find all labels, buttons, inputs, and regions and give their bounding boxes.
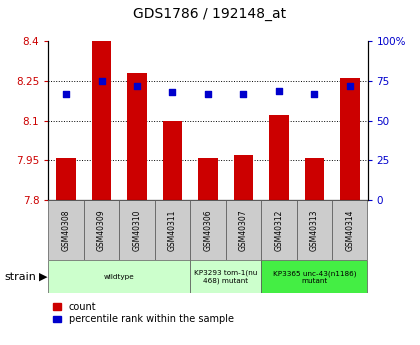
- Bar: [84, 200, 119, 260]
- Point: [240, 91, 247, 97]
- Text: KP3365 unc-43(n1186)
mutant: KP3365 unc-43(n1186) mutant: [273, 270, 356, 284]
- Text: GSM40308: GSM40308: [62, 209, 71, 251]
- Bar: [297, 200, 332, 260]
- Bar: [127, 73, 147, 200]
- Point: [205, 91, 211, 97]
- Bar: [226, 200, 261, 260]
- Text: wildtype: wildtype: [104, 274, 134, 280]
- Bar: [56, 158, 76, 200]
- Bar: [261, 260, 368, 293]
- Point: [134, 83, 140, 89]
- Bar: [48, 200, 84, 260]
- Point: [311, 91, 318, 97]
- Text: GSM40313: GSM40313: [310, 209, 319, 251]
- Point: [169, 89, 176, 95]
- Bar: [304, 158, 324, 200]
- Bar: [198, 158, 218, 200]
- Text: GSM40309: GSM40309: [97, 209, 106, 251]
- Legend: count, percentile rank within the sample: count, percentile rank within the sample: [53, 302, 234, 325]
- Point: [98, 78, 105, 84]
- Text: GSM40306: GSM40306: [203, 209, 213, 251]
- Point: [63, 91, 69, 97]
- Text: GSM40312: GSM40312: [274, 210, 284, 251]
- Text: GSM40307: GSM40307: [239, 209, 248, 251]
- Bar: [269, 116, 289, 200]
- Bar: [48, 260, 190, 293]
- Text: strain: strain: [4, 272, 36, 282]
- Bar: [234, 155, 253, 200]
- Text: KP3293 tom-1(nu
468) mutant: KP3293 tom-1(nu 468) mutant: [194, 270, 257, 284]
- Bar: [92, 41, 111, 200]
- Bar: [190, 260, 261, 293]
- Point: [276, 88, 282, 93]
- Bar: [340, 78, 360, 200]
- Bar: [119, 200, 155, 260]
- Bar: [332, 200, 368, 260]
- Text: GDS1786 / 192148_at: GDS1786 / 192148_at: [134, 7, 286, 21]
- Bar: [155, 200, 190, 260]
- Text: ▶: ▶: [39, 272, 47, 282]
- Point: [346, 83, 353, 89]
- Bar: [163, 121, 182, 200]
- Bar: [261, 200, 297, 260]
- Text: GSM40311: GSM40311: [168, 210, 177, 251]
- Text: GSM40314: GSM40314: [345, 209, 354, 251]
- Bar: [190, 200, 226, 260]
- Text: GSM40310: GSM40310: [132, 209, 142, 251]
